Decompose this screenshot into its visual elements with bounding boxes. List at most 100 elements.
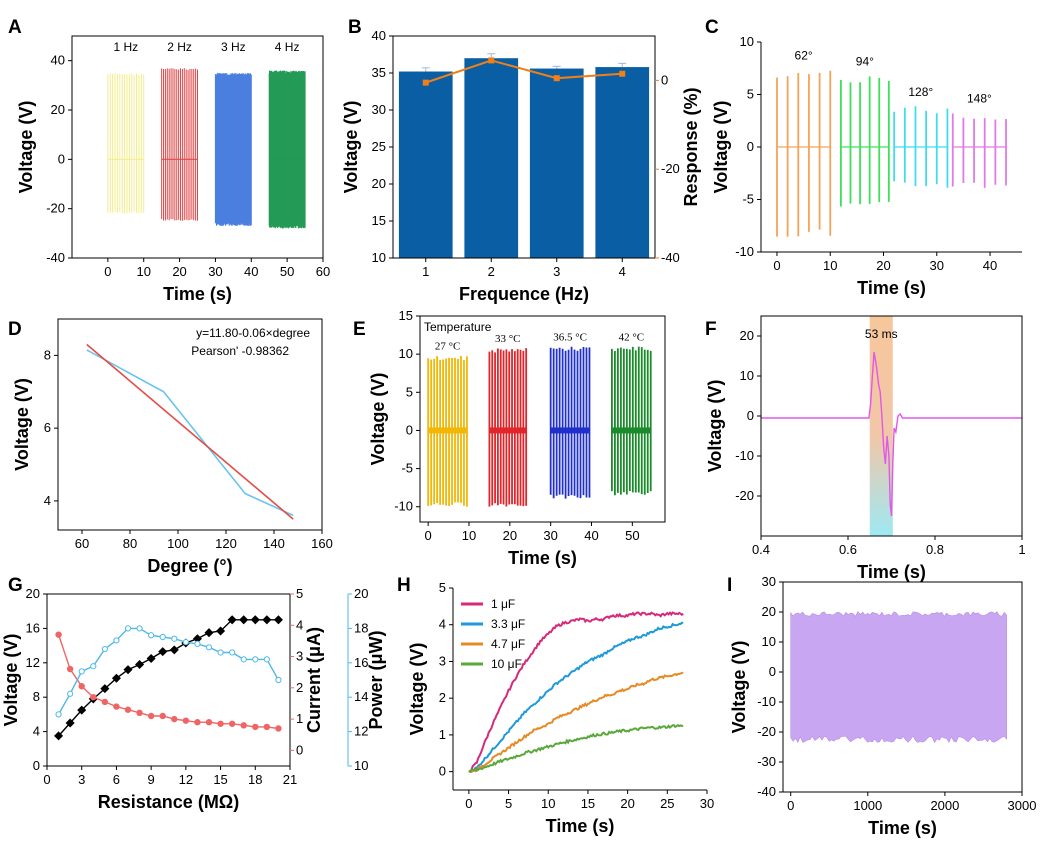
panel-f: 53 ms 0.4 0.6 0.8 1 Time (s) -20 -10 0 10 20 Voltag… xyxy=(705,315,1026,582)
x-axis-title: Time (s) xyxy=(163,284,232,304)
current-marker xyxy=(205,719,213,726)
x-tick-label: 10 xyxy=(462,528,476,543)
y-tick-label: 20 xyxy=(354,586,368,601)
voltage-marker xyxy=(192,634,202,644)
y-tick-label: -10 xyxy=(735,244,754,259)
x-tick-label: 80 xyxy=(123,536,137,551)
y-tick-label: 8 xyxy=(33,689,40,704)
y-tick-label: -20 xyxy=(46,201,65,216)
panel-label: A xyxy=(8,17,22,38)
current-marker xyxy=(263,723,271,731)
x-tick-label: 1000 xyxy=(853,798,882,813)
series-4-trace xyxy=(268,70,306,229)
power-marker xyxy=(240,656,247,663)
bar xyxy=(398,71,453,259)
power-marker xyxy=(229,649,236,656)
power-marker xyxy=(124,625,132,632)
y2-axis-title: Response (%) xyxy=(681,87,701,206)
y2-axis-title: Current (μA) xyxy=(304,627,324,733)
x-axis-title: Time (s) xyxy=(857,278,926,298)
legend-label: 4.7 μF xyxy=(491,637,525,651)
x-tick-label: 140 xyxy=(263,536,285,551)
x-tick-label: 3 xyxy=(78,772,85,787)
x-tick-label: 40 xyxy=(584,528,598,543)
y-axis-title: Voltage (V) xyxy=(705,380,725,473)
y-tick-label: -40 xyxy=(757,784,776,799)
y-tick-label: 1 xyxy=(296,711,303,726)
y-tick-label: -5 xyxy=(401,461,413,476)
y-tick-label: 10 xyxy=(372,250,386,265)
y-tick-label: 16 xyxy=(26,620,40,635)
power-marker xyxy=(78,668,85,675)
x-tick-label: 3 xyxy=(553,264,560,279)
y-tick-label: 14 xyxy=(354,689,368,704)
current-marker xyxy=(124,706,132,713)
y-tick-label: 30 xyxy=(372,102,386,117)
current-marker xyxy=(55,631,62,638)
y-tick-label: 0 xyxy=(296,742,303,757)
y-tick-label: 5 xyxy=(439,580,446,595)
x-tick-label: 60 xyxy=(316,264,330,279)
x-tick-label: 0 xyxy=(787,798,794,813)
voltage-marker xyxy=(100,684,110,694)
power-marker xyxy=(136,625,143,632)
series-label: 148° xyxy=(967,91,992,105)
x-tick-label: 60 xyxy=(75,536,89,551)
power-marker xyxy=(205,644,213,651)
y-tick-label: 4 xyxy=(439,617,446,632)
current-marker xyxy=(228,720,236,727)
response-marker xyxy=(488,57,495,64)
x-tick-label: 20 xyxy=(876,258,890,273)
series-label: 128° xyxy=(908,85,933,99)
plot-frame xyxy=(760,315,1023,537)
y-tick-label: 0 xyxy=(747,408,754,423)
measured-line xyxy=(86,349,294,517)
y-tick-label: 10 xyxy=(399,346,413,361)
series-label: 33 °C xyxy=(495,333,521,345)
x-tick-label: 0 xyxy=(465,796,472,811)
y-tick-label: 40 xyxy=(51,53,65,68)
x-axis-title: Frequence (Hz) xyxy=(459,284,589,304)
y-tick-label: 12 xyxy=(354,724,368,739)
x-tick-label: 2 xyxy=(488,264,495,279)
x-tick-label: 25 xyxy=(660,796,674,811)
x-tick-label: 30 xyxy=(700,796,714,811)
x-tick-label: 20 xyxy=(620,796,634,811)
y-tick-label: 20 xyxy=(740,328,754,343)
y-axis-title: Voltage (V) xyxy=(729,641,749,734)
x-tick-label: 100 xyxy=(167,536,189,551)
current-marker xyxy=(159,712,166,720)
panel-label: G xyxy=(8,575,23,596)
power-marker xyxy=(113,637,120,644)
y-tick-label: 35 xyxy=(372,65,386,80)
legend-label: 1 μF xyxy=(491,597,515,611)
x-tick-label: 40 xyxy=(244,264,258,279)
voltage-marker xyxy=(146,653,156,664)
output-envelope xyxy=(790,611,1007,744)
y-axis-title: Voltage (V) xyxy=(1,634,21,727)
pearson-value: Pearson' -0.98362 xyxy=(191,344,289,358)
y-tick-label: 4 xyxy=(44,493,51,508)
y-tick-label: 18 xyxy=(354,620,368,635)
y-tick-label: -30 xyxy=(757,754,776,769)
plot-frame xyxy=(57,318,323,531)
panel-i: 0 1000 2000 3000 Time (s) -40 -30 -20 -10 0 10 20 30… xyxy=(727,574,1036,838)
series-baseline xyxy=(550,427,590,434)
y-tick-label: 0 xyxy=(58,151,65,166)
y-tick-label: 12 xyxy=(26,655,40,670)
series-line xyxy=(468,671,684,774)
y-tick-label: 30 xyxy=(762,574,776,589)
x-tick-label: 3000 xyxy=(1008,798,1037,813)
y-tick-label: 0 xyxy=(747,139,754,154)
y-tick-label: 3 xyxy=(296,649,303,664)
bar xyxy=(595,67,650,258)
y-tick-label: 0 xyxy=(439,764,446,779)
x-axis-title: Degree (°) xyxy=(147,556,232,576)
voltage-marker xyxy=(250,615,260,625)
y-tick-label: 10 xyxy=(354,758,368,773)
x-tick-label: 18 xyxy=(248,772,262,787)
x-tick-label: 10 xyxy=(823,258,837,273)
y-tick-label: -40 xyxy=(661,250,680,265)
